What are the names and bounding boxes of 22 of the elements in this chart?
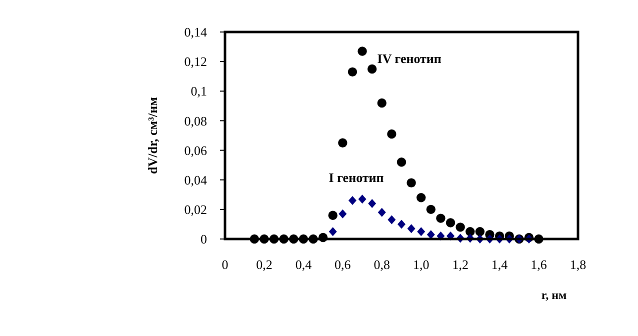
y-tick-label: 0,1 [190, 84, 207, 99]
y-axis-title: dV/dr, см³/нм [145, 96, 160, 174]
series-label: I генотип [328, 170, 384, 186]
y-tick-label: 0,02 [184, 202, 207, 217]
x-tick-label: 0 [222, 257, 228, 272]
y-tick-label: 0,06 [184, 142, 208, 158]
y-tick-label: 0,04 [184, 172, 208, 188]
x-tick-label: 1,4 [491, 257, 508, 272]
x-axis-title: r, нм [541, 288, 567, 302]
y-tick-label: 0 [200, 232, 207, 247]
y-tick-label: 0,12 [184, 54, 207, 70]
x-tick-label: 0,4 [295, 257, 312, 272]
x-tick-label: 1,0 [412, 257, 430, 272]
y-tick-label: 0,08 [184, 113, 207, 128]
series-label: IV генотип [377, 51, 442, 66]
x-tick-label: 1,2 [452, 257, 468, 272]
x-tick-label: 0,6 [334, 257, 352, 272]
y-tick-label: 0,14 [184, 24, 208, 40]
x-tick-label: 1,8 [570, 257, 586, 272]
x-tick-label: 1,6 [530, 257, 548, 272]
x-tick-label: 0,2 [256, 257, 272, 272]
x-tick-label: 0,8 [374, 257, 390, 272]
